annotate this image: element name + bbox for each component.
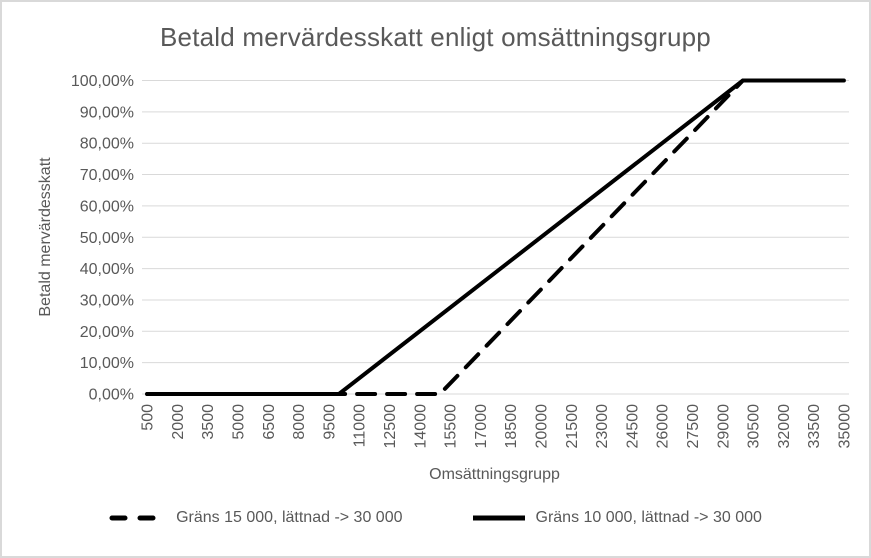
legend-item-grans-10000: Gräns 10 000, lättnad -> 30 000 [471,509,762,527]
y-tick-label: 50,00% [80,230,134,247]
y-tick-label: 30,00% [80,292,134,309]
x-tick-label: 14000 [412,404,429,449]
x-tick-label: 30500 [746,404,763,449]
x-tick-label: 500 [140,404,157,431]
legend-label: Gräns 10 000, lättnad -> 30 000 [535,509,762,526]
x-tick-label: 27500 [685,404,702,449]
legend-label: Gräns 15 000, lättnad -> 30 000 [176,509,403,526]
x-tick-label: 33500 [806,404,823,449]
legend-swatch-solid-icon [472,515,525,521]
x-tick-label: 21500 [564,404,581,449]
chart-title: Betald mervärdesskatt enligt omsättnings… [160,22,711,52]
series-line-solid [145,78,846,396]
y-tick-label: 90,00% [80,104,134,121]
y-tick-label: 20,00% [80,324,134,341]
x-tick-label: 29000 [715,404,732,449]
x-tick-label: 2000 [170,404,187,440]
x-tick-label: 35000 [836,404,853,449]
x-tick-label: 5000 [230,404,247,440]
y-tick-label: 70,00% [80,167,134,184]
x-tick-label: 23000 [594,404,611,449]
x-tick-label: 32000 [776,404,793,449]
y-tick-label: 80,00% [80,136,134,153]
x-tick-label: 24500 [624,404,641,449]
x-tick-label: 9500 [321,404,338,440]
x-axis-title: Omsättningsgrupp [429,466,560,483]
y-axis-title: Betald mervärdesskatt [37,157,54,317]
y-tick-label: 0,00% [89,387,134,404]
legend-swatch-dashed-icon [109,515,167,521]
x-tick-label: 20000 [533,404,550,449]
x-tick-label: 18500 [503,404,520,449]
x-tick-label: 15500 [443,404,460,449]
y-tick-label: 10,00% [80,355,134,372]
y-tick-label: 100,00% [71,73,134,90]
x-tick-label: 3500 [200,404,217,440]
x-tick-label: 12500 [382,404,399,449]
legend-item-grans-15000: Gräns 15 000, lättnad -> 30 000 [109,509,403,527]
x-tick-label: 26000 [655,404,672,449]
x-tick-label: 17000 [473,404,490,449]
y-tick-label: 40,00% [80,261,134,278]
x-tick-label: 11000 [352,404,369,447]
x-tick-label: 8000 [291,404,308,440]
legend: Gräns 15 000, lättnad -> 30 000 Gräns 10… [2,509,869,527]
y-tick-label: 60,00% [80,198,134,215]
x-tick-label: 6500 [261,404,278,440]
